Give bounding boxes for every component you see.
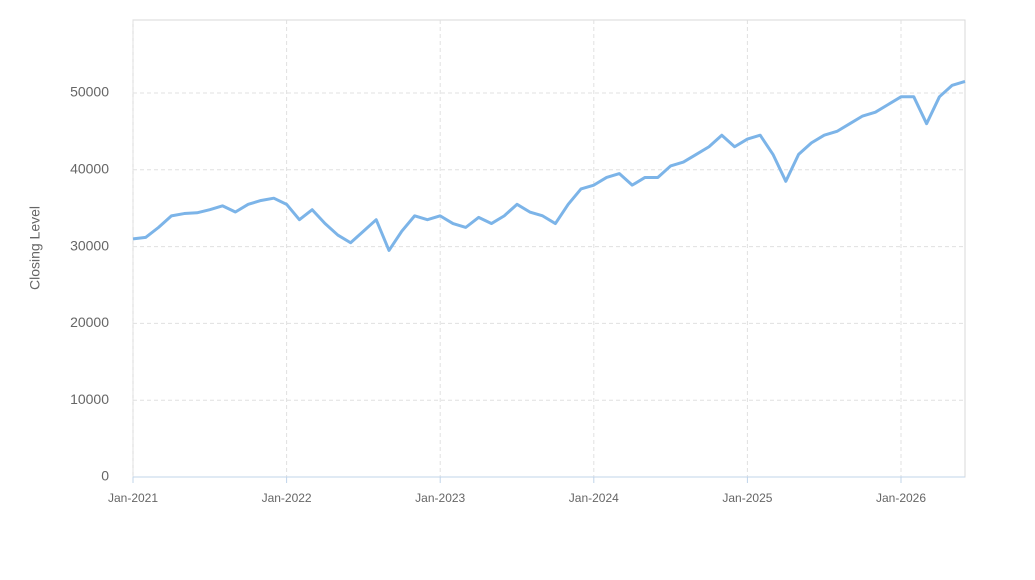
line: [132, 80, 966, 252]
plot-frame: [132, 19, 966, 478]
x-tick-label: Jan-2022: [262, 491, 312, 505]
y-tick-label: 40000: [70, 160, 109, 176]
y-tick-label: 20000: [70, 314, 109, 330]
y-tick-label: 10000: [70, 391, 109, 407]
x-tick-label: Jan-2025: [722, 491, 772, 505]
y-tick-label: 30000: [70, 237, 109, 253]
x-tick-label: Jan-2024: [569, 491, 619, 505]
x-tick-label: Jan-2026: [876, 491, 926, 505]
y-tick-label: 0: [101, 468, 109, 484]
x-tick-label: Jan-2023: [415, 491, 465, 505]
y-tick-label: 50000: [70, 84, 109, 100]
x-tick-label: Jan-2021: [108, 491, 158, 505]
y-axis-label: Closing Level: [27, 206, 43, 290]
